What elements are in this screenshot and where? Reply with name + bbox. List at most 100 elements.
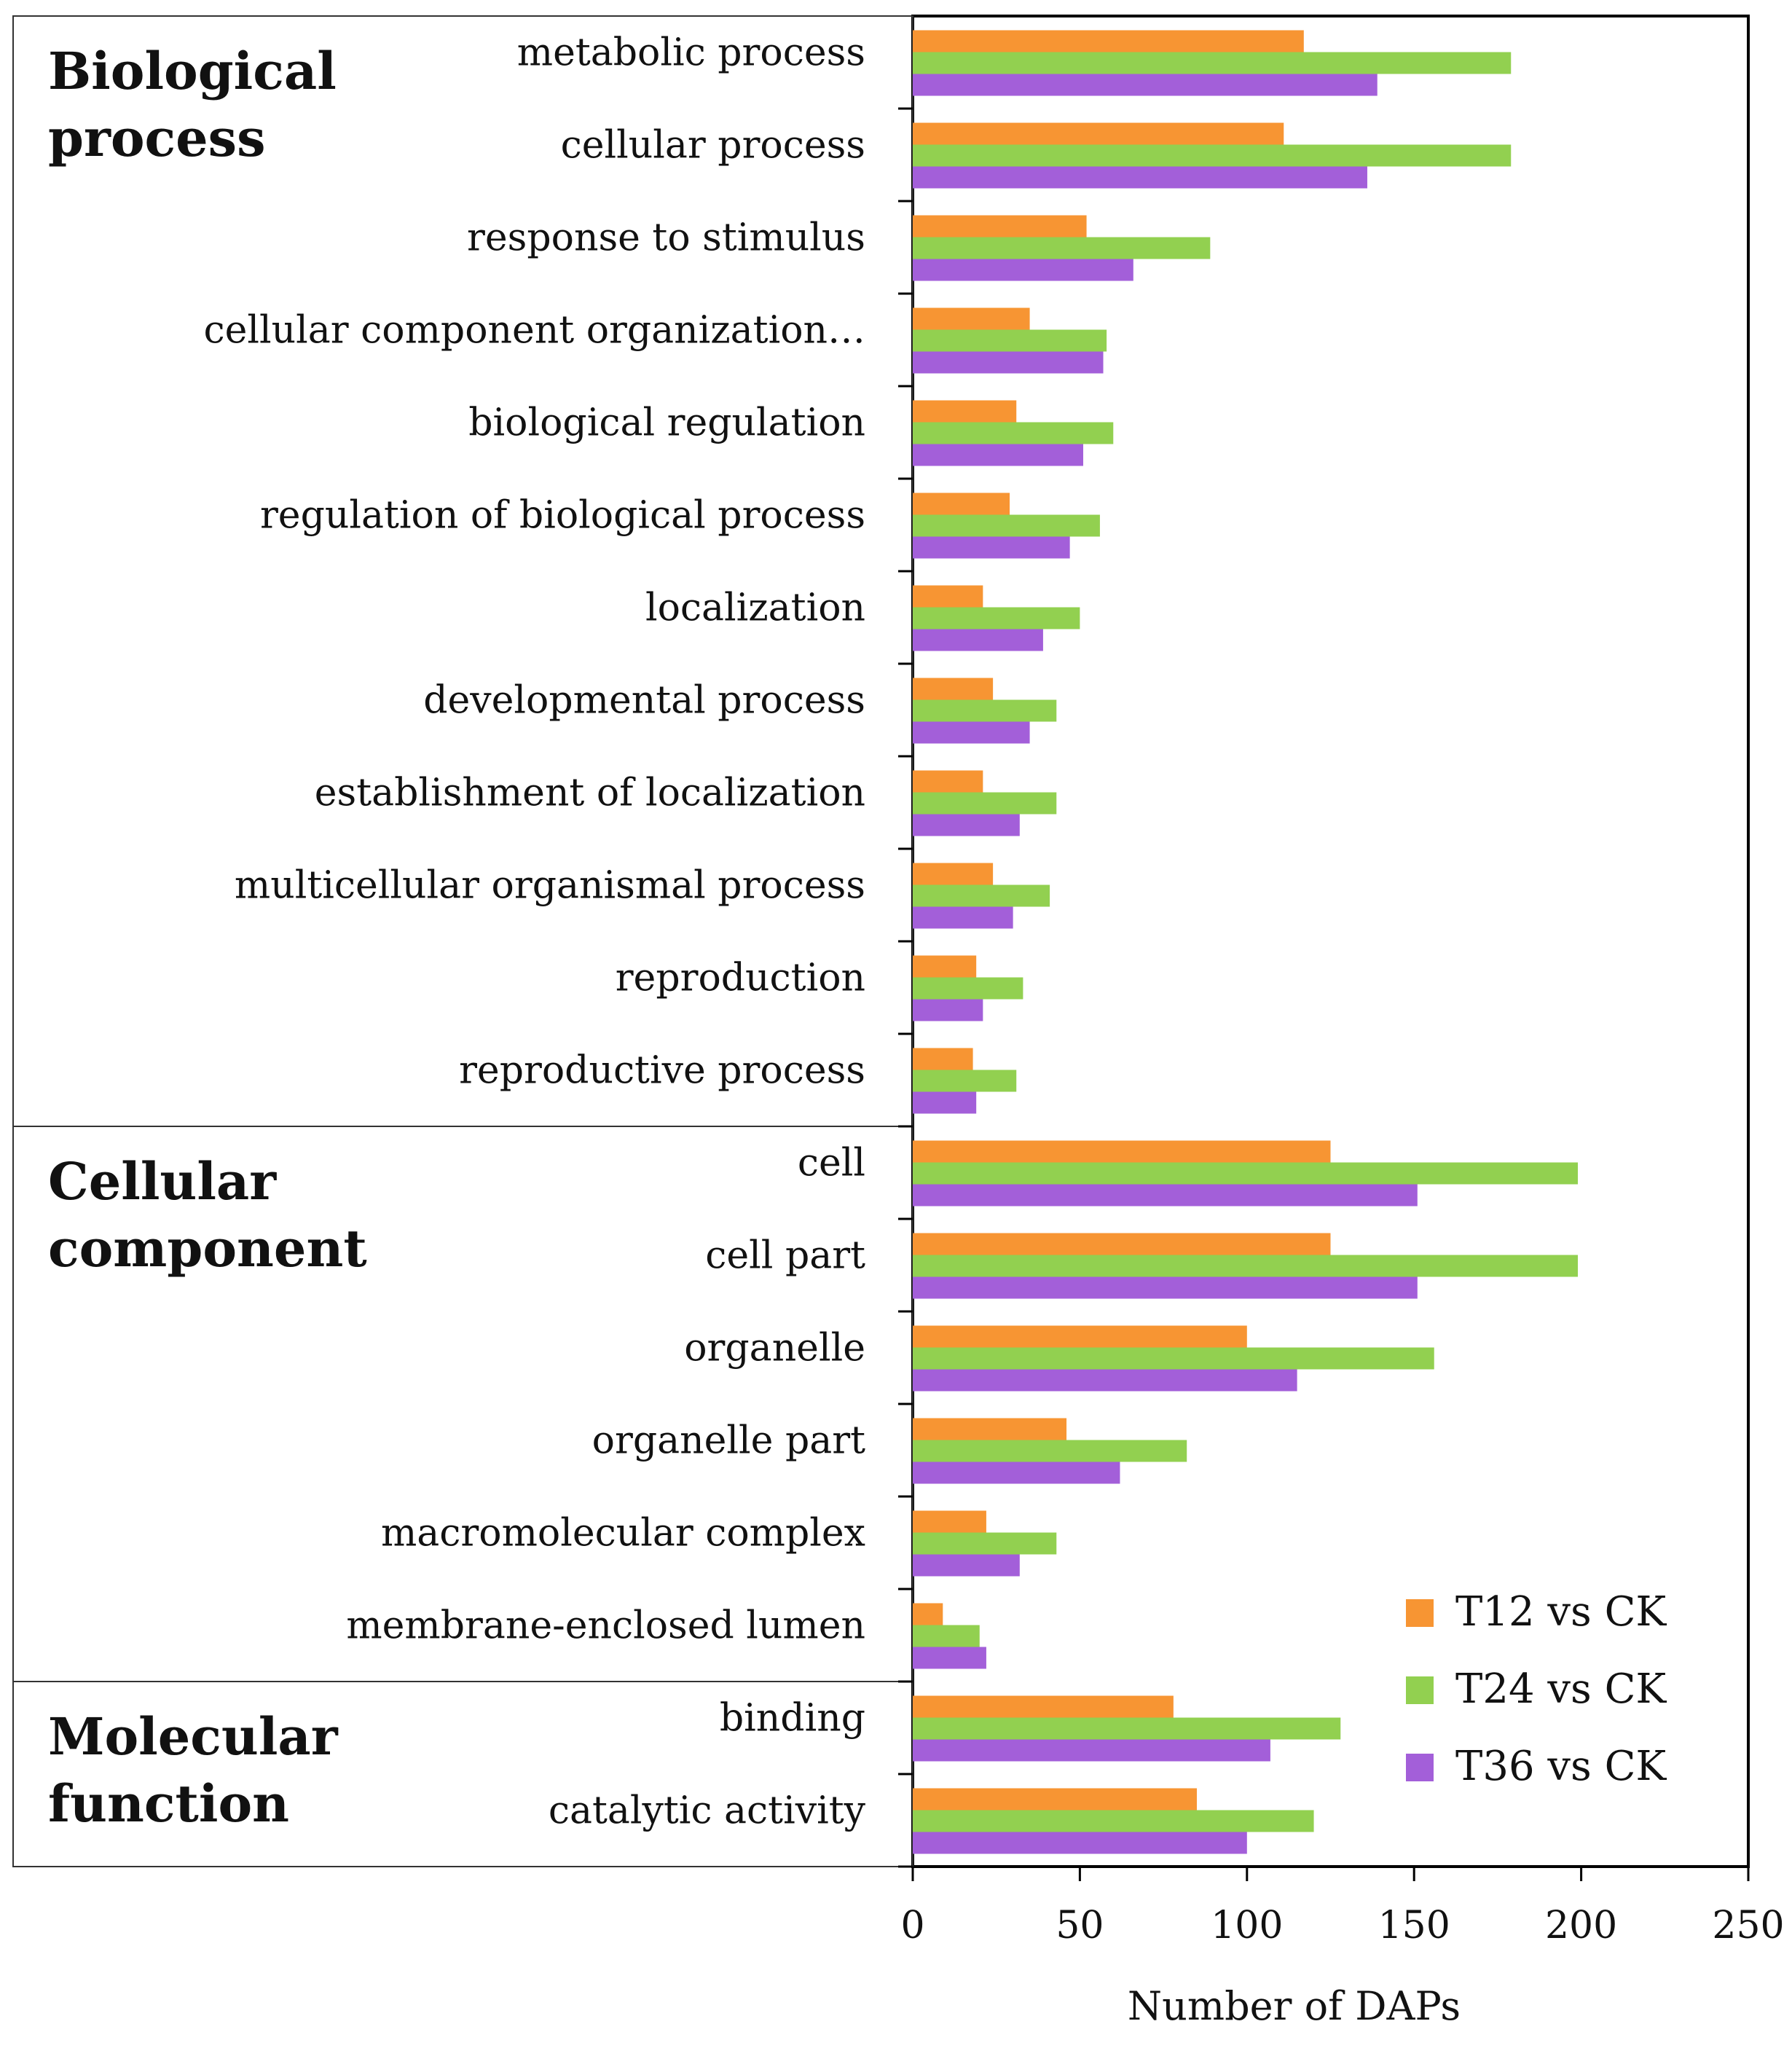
bar bbox=[913, 1184, 1418, 1207]
category-label: organelle bbox=[684, 1327, 865, 1370]
bar bbox=[913, 999, 983, 1021]
bar bbox=[913, 1832, 1247, 1854]
x-tick-label: 100 bbox=[1211, 1904, 1283, 1947]
legend: T12 vs CK T24 vs CK T36 vs CK bbox=[1406, 1588, 1667, 1790]
bar bbox=[913, 1717, 1341, 1740]
bar bbox=[913, 1739, 1270, 1762]
bar bbox=[913, 1140, 1331, 1163]
bar bbox=[913, 1510, 986, 1533]
legend-label: T36 vs CK bbox=[1455, 1743, 1667, 1790]
bar bbox=[913, 770, 983, 793]
category-label: reproductive process bbox=[459, 1049, 865, 1093]
category-label: cellular process bbox=[561, 124, 865, 168]
group-label-line: component bbox=[48, 1218, 367, 1279]
category-label: membrane-enclosed lumen bbox=[346, 1604, 865, 1648]
bar bbox=[913, 1462, 1120, 1484]
group-label-line: Biological bbox=[48, 41, 337, 101]
bar bbox=[913, 493, 1010, 515]
bar bbox=[913, 1625, 980, 1647]
x-tick-label: 0 bbox=[900, 1904, 924, 1947]
bar bbox=[913, 1647, 986, 1669]
category-label: binding bbox=[720, 1697, 865, 1741]
x-tick-label: 200 bbox=[1545, 1904, 1617, 1947]
chart-bars bbox=[913, 30, 1579, 1854]
x-tick-label: 150 bbox=[1378, 1904, 1450, 1947]
bar bbox=[913, 699, 1057, 722]
group-label-line: process bbox=[48, 108, 266, 168]
group-label-line: Molecular bbox=[48, 1706, 339, 1767]
bar bbox=[913, 1810, 1314, 1832]
category-label: organelle part bbox=[592, 1419, 865, 1463]
category-label: catalytic activity bbox=[549, 1789, 866, 1833]
bar bbox=[913, 1276, 1418, 1299]
category-label: multicellular organismal process bbox=[235, 864, 865, 908]
bar bbox=[913, 792, 1057, 815]
bar bbox=[913, 585, 983, 608]
bar bbox=[913, 1070, 1017, 1092]
category-label: metabolic process bbox=[517, 31, 865, 75]
bar bbox=[913, 1369, 1297, 1392]
bar bbox=[913, 400, 1017, 423]
bar bbox=[913, 215, 1087, 238]
x-axis: 0 50 100 150 200 250 bbox=[898, 107, 1785, 1947]
bar bbox=[913, 444, 1083, 466]
bar bbox=[913, 536, 1070, 559]
legend-swatch bbox=[1406, 1676, 1434, 1704]
category-label: cell part bbox=[705, 1234, 865, 1278]
group-label: Molecular function bbox=[48, 1706, 339, 1834]
category-label: cellular component organization… bbox=[204, 309, 865, 353]
category-label: developmental process bbox=[423, 679, 865, 723]
bar bbox=[913, 422, 1114, 444]
group-label: Biological process bbox=[48, 41, 337, 168]
bar bbox=[913, 30, 1304, 52]
bar bbox=[913, 329, 1107, 352]
bar bbox=[913, 1440, 1187, 1462]
bar bbox=[913, 259, 1133, 281]
bar bbox=[913, 1048, 973, 1070]
category-label: reproduction bbox=[616, 957, 865, 1000]
bar bbox=[913, 1255, 1579, 1277]
bar bbox=[913, 144, 1512, 167]
category-labels: metabolic process cellular process respons… bbox=[204, 31, 866, 1833]
bar bbox=[913, 1532, 1057, 1555]
bar bbox=[913, 884, 1050, 907]
legend-label: T24 vs CK bbox=[1455, 1666, 1667, 1713]
bar bbox=[913, 74, 1378, 96]
x-axis-title: Number of DAPs bbox=[1128, 1983, 1461, 2029]
bar bbox=[913, 1091, 977, 1114]
category-label: macromolecular complex bbox=[381, 1512, 865, 1555]
bar bbox=[913, 955, 977, 978]
bar bbox=[913, 678, 994, 700]
bar bbox=[913, 166, 1367, 189]
bar bbox=[913, 863, 994, 885]
category-label: cell bbox=[798, 1142, 865, 1185]
bar bbox=[913, 629, 1043, 651]
bar bbox=[913, 1233, 1331, 1255]
category-label: establishment of localization bbox=[315, 772, 865, 815]
group-label-line: Cellular bbox=[48, 1151, 277, 1212]
bar bbox=[913, 814, 1020, 836]
bar bbox=[913, 307, 1030, 330]
bar bbox=[913, 1347, 1434, 1370]
legend-label: T12 vs CK bbox=[1455, 1588, 1667, 1636]
category-label: regulation of biological process bbox=[260, 494, 865, 538]
bar bbox=[913, 122, 1284, 145]
category-label: biological regulation bbox=[468, 401, 865, 445]
legend-swatch bbox=[1406, 1599, 1434, 1627]
bar bbox=[913, 514, 1100, 537]
x-tick-label: 50 bbox=[1056, 1904, 1104, 1947]
bar bbox=[913, 1418, 1067, 1440]
legend-swatch bbox=[1406, 1754, 1434, 1781]
bar bbox=[913, 906, 1013, 929]
bar bbox=[913, 977, 1023, 1000]
bar bbox=[913, 1162, 1579, 1185]
bar bbox=[913, 1554, 1020, 1577]
category-label: localization bbox=[645, 586, 865, 630]
group-label: Cellular component bbox=[48, 1151, 367, 1279]
bar bbox=[913, 351, 1104, 374]
bar bbox=[913, 1325, 1247, 1348]
group-labels: Biological process Cellular component Molecu… bbox=[48, 41, 367, 1834]
bar bbox=[913, 607, 1080, 629]
